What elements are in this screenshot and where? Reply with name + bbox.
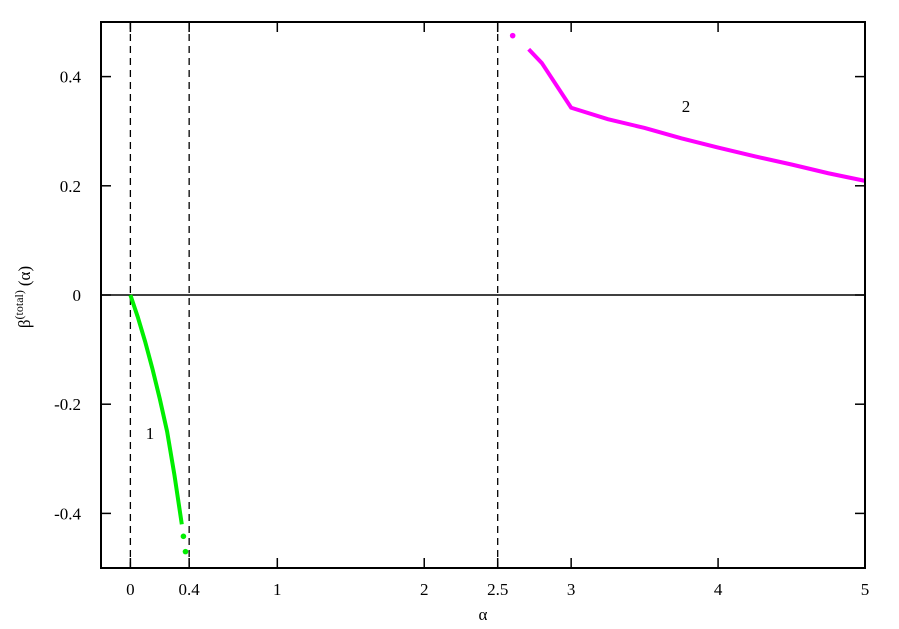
x-tick-label: 2.5 bbox=[487, 580, 508, 599]
x-axis-label: α bbox=[479, 605, 488, 624]
y-tick-label: 0.2 bbox=[60, 177, 81, 196]
x-tick-label: 3 bbox=[567, 580, 576, 599]
curve bbox=[527, 47, 866, 183]
y-tick-label: -0.4 bbox=[54, 504, 81, 523]
y-label-sup: (total) bbox=[12, 290, 26, 319]
curve bbox=[128, 294, 184, 525]
y-tick-label: 0.4 bbox=[60, 68, 82, 87]
x-tick-label: 4 bbox=[714, 580, 723, 599]
x-tick-label: 5 bbox=[861, 580, 870, 599]
curve-label: 1 bbox=[146, 424, 155, 443]
y-tick-label: 0 bbox=[73, 286, 82, 305]
y-label-base: β bbox=[15, 319, 34, 328]
point bbox=[180, 533, 187, 540]
x-tick-label: 0.4 bbox=[179, 580, 201, 599]
point bbox=[509, 32, 516, 39]
y-tick-label: -0.2 bbox=[54, 395, 81, 414]
plot-frame bbox=[100, 21, 866, 569]
point bbox=[182, 548, 189, 555]
curve-label: 2 bbox=[682, 97, 691, 116]
y-axis-label: β(total) (α) bbox=[12, 266, 34, 328]
x-tick-label: 2 bbox=[420, 580, 429, 599]
x-tick-label: 0 bbox=[126, 580, 135, 599]
x-tick-label: 1 bbox=[273, 580, 282, 599]
y-label-arg: (α) bbox=[15, 266, 34, 286]
